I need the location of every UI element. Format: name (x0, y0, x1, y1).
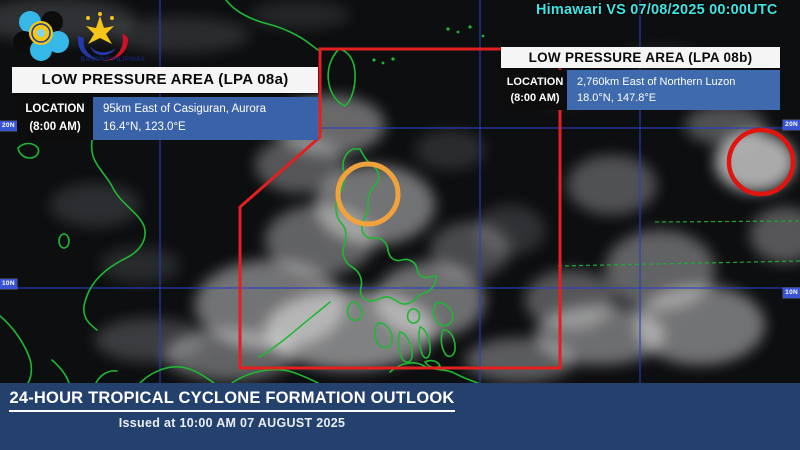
lat-badge-20n-left: 20N (0, 121, 17, 131)
lat-badge-10n-left: 10N (0, 279, 17, 289)
dost-logo-icon (13, 11, 69, 61)
lat-badge-10n-right: 10N (783, 288, 800, 298)
footer-bar: 24-HOUR TROPICAL CYCLONE FORMATION OUTLO… (0, 383, 800, 450)
location-label: LOCATION (25, 103, 85, 116)
time-label: (8:00 AM) (29, 120, 81, 133)
lpa-08b-high-marker (726, 127, 796, 197)
lpa-08a-description: 95km East of Casiguran, Aurora (103, 103, 266, 116)
lpa-08a-location-label: LOCATION (8:00 AM) (17, 97, 93, 140)
lpa-08a-infobox: LOW PRESSURE AREA (LPA 08a) LOCATION (8:… (12, 67, 318, 140)
taiwan-coastline (327, 48, 356, 107)
satellite-timestamp-banner: Himawari VS 07/08/2025 00:00UTC (536, 2, 778, 18)
bagong-pilipinas-caption: BAGONG PILIPINAS (80, 57, 146, 63)
lpa-08b-coordinates: 18.0°N, 147.8°E (577, 92, 657, 104)
china-coastline (225, 0, 319, 51)
lpa-08a-details: 95km East of Casiguran, Aurora 16.4°N, 1… (93, 97, 318, 140)
luzon-coastline (335, 148, 437, 305)
time-label: (8:00 AM) (510, 92, 560, 104)
lpa-08b-infobox: LOW PRESSURE AREA (LPA 08b) LOCATION (8:… (501, 47, 780, 110)
bagong-pilipinas-logo-icon (77, 12, 128, 62)
lpa-08b-details: 2,760km East of Northern Luzon 18.0°N, 1… (567, 70, 780, 110)
lat-badge-20n-right: 20N (783, 120, 800, 130)
dashed-boundary-lines (557, 220, 800, 267)
vietnam-coastline (82, 113, 146, 331)
lpa-08b-title: LOW PRESSURE AREA (LPA 08b) (501, 47, 780, 68)
location-label: LOCATION (506, 75, 564, 88)
mindanao-coastline (389, 362, 479, 384)
lpa-08b-description: 2,760km East of Northern Luzon (577, 75, 736, 88)
agency-logos: BAGONG PILIPINAS (10, 6, 145, 68)
outlook-title-block: 24-HOUR TROPICAL CYCLONE FORMATION OUTLO… (7, 389, 457, 430)
lpa-08a-title: LOW PRESSURE AREA (LPA 08a) (12, 67, 318, 93)
palawan-coastline (258, 301, 331, 358)
lpa-08a-coordinates: 16.4°N, 123.0°E (103, 120, 186, 133)
coastlines (0, 0, 479, 384)
outlook-title: 24-HOUR TROPICAL CYCLONE FORMATION OUTLO… (9, 389, 455, 412)
borneo-coastline (139, 366, 215, 384)
issued-timestamp: Issued at 10:00 AM 07 AUGUST 2025 (118, 416, 346, 430)
lpa-08b-location-label: LOCATION (8:00 AM) (503, 70, 567, 110)
lpa-08a-medium-marker (335, 161, 401, 227)
